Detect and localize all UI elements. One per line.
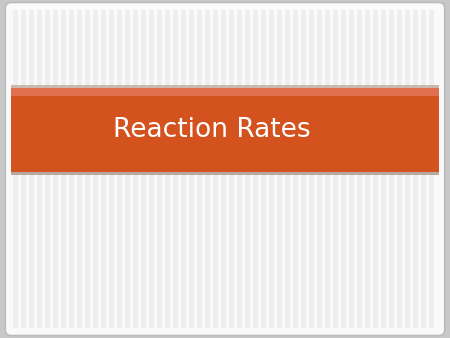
- Bar: [189, 10, 194, 328]
- Bar: [325, 10, 330, 328]
- Bar: [133, 10, 138, 328]
- Text: Reaction Rates: Reaction Rates: [112, 117, 310, 143]
- Bar: [157, 10, 162, 328]
- Bar: [421, 10, 426, 328]
- Bar: [141, 10, 146, 328]
- Bar: [277, 10, 282, 328]
- Bar: [253, 10, 258, 328]
- Bar: [21, 10, 26, 328]
- Bar: [69, 10, 74, 328]
- Bar: [373, 10, 378, 328]
- Bar: [85, 10, 90, 328]
- Bar: [53, 10, 58, 328]
- Bar: [29, 10, 34, 328]
- Bar: [181, 10, 186, 328]
- Bar: [381, 10, 386, 328]
- Bar: [197, 10, 202, 328]
- Bar: [357, 10, 362, 328]
- Bar: [301, 10, 306, 328]
- Bar: [229, 10, 234, 328]
- FancyBboxPatch shape: [5, 2, 445, 336]
- Bar: [429, 10, 434, 328]
- Bar: [221, 10, 226, 328]
- Bar: [37, 10, 42, 328]
- Bar: [341, 10, 346, 328]
- Bar: [93, 10, 98, 328]
- Bar: [333, 10, 338, 328]
- Bar: [45, 10, 50, 328]
- Bar: [349, 10, 354, 328]
- Bar: [117, 10, 122, 328]
- Bar: [101, 10, 106, 328]
- Bar: [11, 172, 439, 175]
- Bar: [11, 96, 439, 172]
- Bar: [205, 10, 210, 328]
- Bar: [109, 10, 114, 328]
- Bar: [397, 10, 402, 328]
- Bar: [365, 10, 370, 328]
- Bar: [61, 10, 66, 328]
- Bar: [293, 10, 298, 328]
- Bar: [173, 10, 178, 328]
- Bar: [213, 10, 218, 328]
- Bar: [317, 10, 322, 328]
- Bar: [125, 10, 130, 328]
- Bar: [237, 10, 242, 328]
- Bar: [13, 10, 18, 328]
- Bar: [389, 10, 394, 328]
- Bar: [413, 10, 418, 328]
- Bar: [11, 85, 439, 88]
- Bar: [261, 10, 266, 328]
- Bar: [11, 88, 439, 96]
- Bar: [77, 10, 82, 328]
- Bar: [165, 10, 170, 328]
- Bar: [285, 10, 290, 328]
- Bar: [309, 10, 314, 328]
- Bar: [405, 10, 410, 328]
- Bar: [245, 10, 250, 328]
- Bar: [269, 10, 274, 328]
- Bar: [149, 10, 154, 328]
